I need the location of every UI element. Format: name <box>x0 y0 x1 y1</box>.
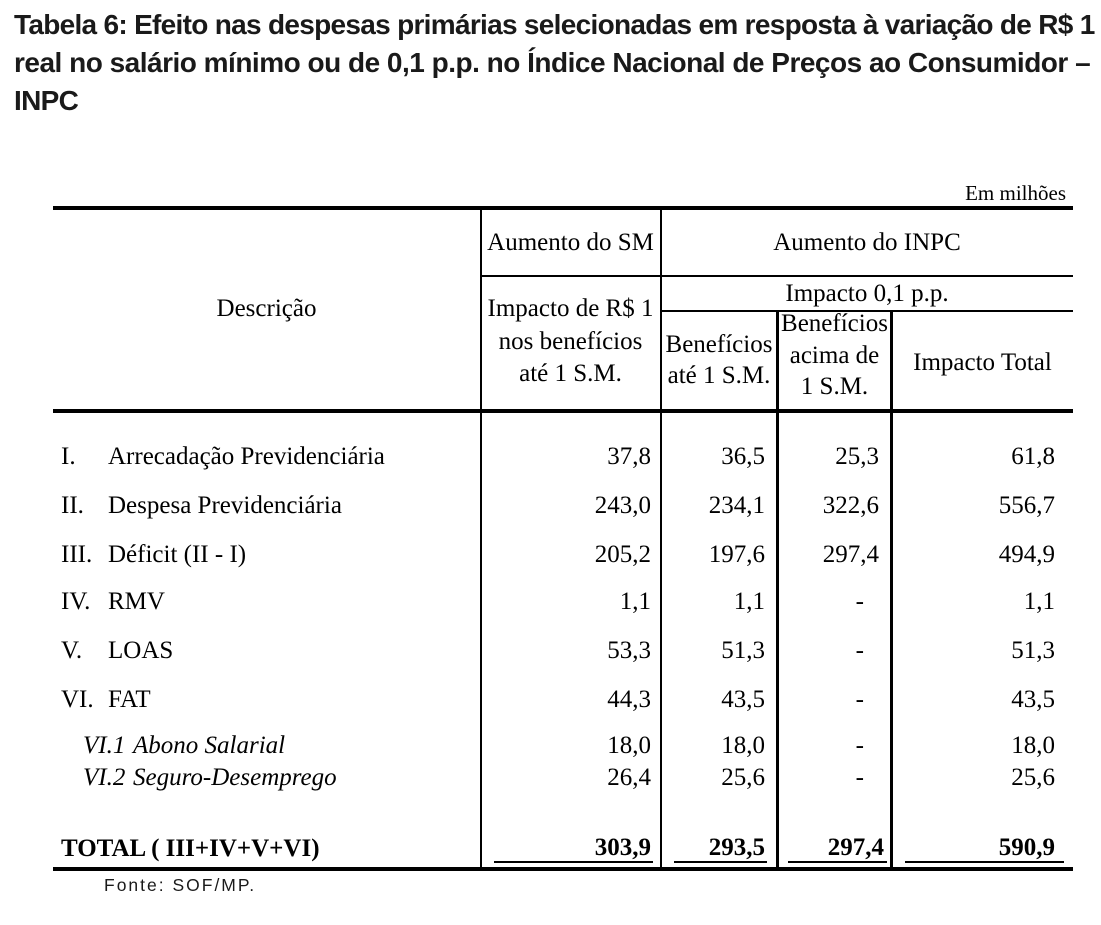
header-impacto-total: Impacto Total <box>913 349 1052 376</box>
total-value-col5: 590,9 <box>998 834 1055 861</box>
cell-value: 205,2 <box>594 541 651 568</box>
cell-value: 18,0 <box>607 732 651 759</box>
header-impacto-rs1-line-1: Impacto de R$ 1 <box>487 295 654 322</box>
table-bottom-border <box>53 867 1073 871</box>
header-bottom-border <box>53 409 1073 413</box>
row-numeral: VI.1 <box>83 732 126 759</box>
cell-value: 243,0 <box>594 492 651 519</box>
total-value-col3: 293,5 <box>708 834 765 861</box>
total-value-col2: 303,9 <box>594 834 651 861</box>
header-aumento-inpc: Aumento do INPC <box>773 229 961 256</box>
vertical-rule-1 <box>480 206 482 871</box>
cell-value: 26,4 <box>607 764 651 791</box>
header-impacto-rs1-line-3: até 1 S.M. <box>519 360 622 387</box>
cell-value: 25,6 <box>721 764 765 791</box>
cell-value: 18,0 <box>1011 732 1055 759</box>
vertical-rule-2 <box>660 206 662 871</box>
cell-value: 556,7 <box>998 492 1055 519</box>
header-beneficios-acima-line-3: 1 S.M. <box>800 373 869 400</box>
row-numeral: II. <box>61 492 84 519</box>
row-label: Seguro-Desemprego <box>133 764 337 791</box>
vertical-rule-4 <box>890 310 893 871</box>
header-beneficios-ate: Benefícios até 1 S.M. <box>663 330 775 391</box>
total-underline-col2 <box>494 861 653 863</box>
cell-value: - <box>855 686 864 713</box>
cell-value: 51,3 <box>721 637 765 664</box>
cell-value: 1,1 <box>1023 588 1055 615</box>
row-label: Déficit (II - I) <box>108 541 247 568</box>
cell-value: 494,9 <box>998 541 1055 568</box>
total-underline-col5 <box>905 861 1064 863</box>
row-numeral: III. <box>61 541 93 568</box>
cell-value: 1,1 <box>733 588 765 615</box>
cell-value: 197,6 <box>708 541 765 568</box>
source-note: Fonte: SOF/MP. <box>104 875 257 895</box>
row-label: Arrecadação Previdenciária <box>108 443 385 470</box>
total-underline-col4 <box>788 861 887 863</box>
cell-value: 36,5 <box>721 443 765 470</box>
row-label: Abono Salarial <box>133 732 286 759</box>
row-numeral: I. <box>61 443 76 470</box>
cell-value: 44,3 <box>607 686 651 713</box>
cell-value: 43,5 <box>721 686 765 713</box>
row-label: Despesa Previdenciária <box>108 492 342 519</box>
header-beneficios-ate-line-2: até 1 S.M. <box>667 361 771 389</box>
row-label: LOAS <box>108 637 174 664</box>
cell-value: - <box>855 637 864 664</box>
cell-value: 53,3 <box>607 637 651 664</box>
row-numeral: IV. <box>61 588 91 615</box>
total-row-label: TOTAL ( III+IV+V+VI) <box>61 835 320 862</box>
row-numeral: VI.2 <box>83 764 126 791</box>
cell-value: - <box>855 588 864 615</box>
cell-value: 37,8 <box>607 443 651 470</box>
page-title-line-2: real no salário mínimo ou de 0,1 p.p. no… <box>14 47 1091 78</box>
units-note: Em milhões <box>965 181 1066 205</box>
cell-value: 25,3 <box>835 443 879 470</box>
header-rule-under-impacto01 <box>661 310 1073 312</box>
header-impacto-rs1: Impacto de R$ 1 nos benefícios até 1 S.M… <box>482 293 659 391</box>
cell-value: - <box>855 732 864 759</box>
cell-value: 43,5 <box>1011 686 1055 713</box>
cell-value: 61,8 <box>1011 443 1055 470</box>
header-beneficios-acima-line-1: Benefícios <box>781 310 888 337</box>
cell-value: 322,6 <box>822 492 879 519</box>
row-numeral: V. <box>61 637 83 664</box>
cell-value: 51,3 <box>1011 637 1055 664</box>
table-top-border <box>53 206 1073 210</box>
cell-value: - <box>855 764 864 791</box>
cell-value: 297,4 <box>822 541 879 568</box>
cell-value: 234,1 <box>708 492 765 519</box>
header-beneficios-acima: Benefícios acima de 1 S.M. <box>780 308 889 403</box>
cell-value: 18,0 <box>721 732 765 759</box>
row-numeral: VI. <box>61 686 94 713</box>
cell-value: 1,1 <box>619 588 651 615</box>
total-underline-col3 <box>674 861 767 863</box>
header-beneficios-acima-line-2: acima de <box>789 341 880 369</box>
vertical-rule-3 <box>776 310 779 871</box>
header-rule-under-row1 <box>480 275 1073 277</box>
header-impacto-rs1-line-2: nos benefícios <box>498 327 643 355</box>
cell-value: 25,6 <box>1011 764 1055 791</box>
header-impacto-01pp: Impacto 0,1 p.p. <box>785 280 949 307</box>
header-aumento-sm: Aumento do SM <box>487 229 654 256</box>
row-label: RMV <box>108 588 165 615</box>
page-title-line-3: INPC <box>14 85 79 116</box>
total-value-col4: 297,4 <box>827 834 884 861</box>
header-beneficios-ate-line-1: Benefícios <box>665 331 773 358</box>
header-descricao: Descrição <box>216 295 317 322</box>
row-label: FAT <box>108 686 151 713</box>
page-title: Tabela 6: Efeito nas despesas primárias … <box>14 6 1095 120</box>
page-title-line-1: Tabela 6: Efeito nas despesas primárias … <box>14 9 1095 40</box>
